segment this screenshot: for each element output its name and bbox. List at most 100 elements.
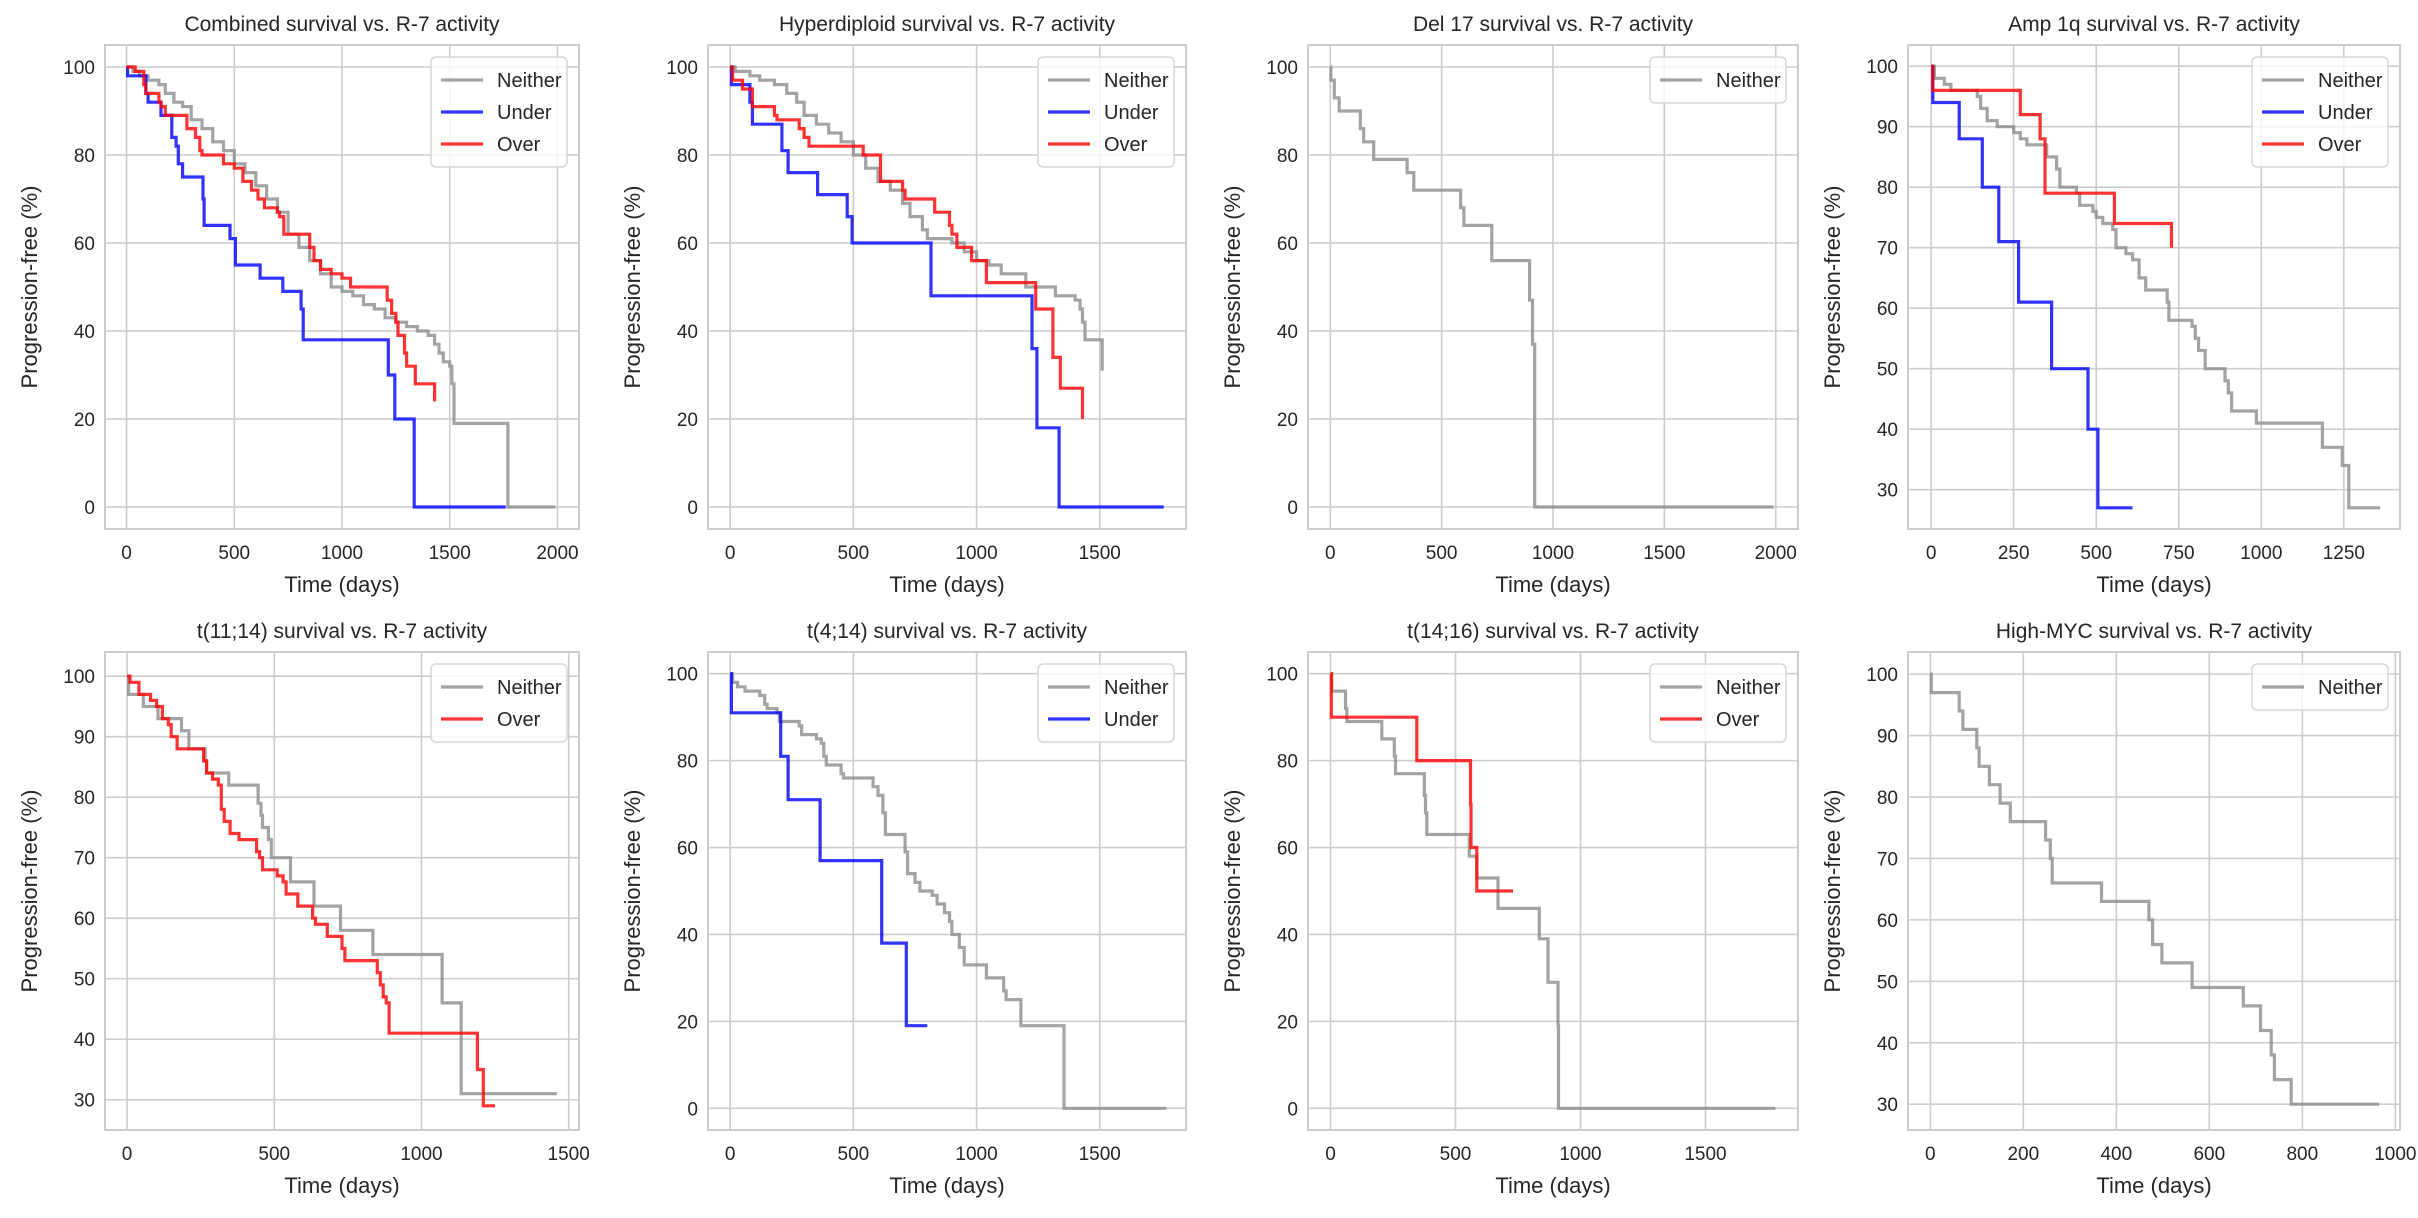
x-tick-label: 1500 — [548, 1144, 590, 1165]
x-tick-label: 1500 — [1079, 543, 1121, 564]
x-tick-label: 0 — [1925, 1144, 1936, 1165]
legend: Neither — [2251, 663, 2389, 711]
x-axis-label: Time (days) — [889, 572, 1004, 597]
y-tick-label: 80 — [1877, 178, 1898, 199]
y-tick-label: 60 — [1877, 911, 1898, 932]
y-tick-label: 100 — [1266, 665, 1298, 686]
subplot-3: 0 500 1000 1500 2000 0 20 40 60 80 100 Del 17 survi… — [1220, 13, 1799, 597]
x-axis-label: Time (days) — [889, 1173, 1004, 1198]
x-tick-label: 1000 — [955, 1144, 997, 1165]
legend-label: Under — [497, 102, 552, 124]
y-tick-label: 80 — [1877, 788, 1898, 809]
y-tick-label: 80 — [677, 752, 698, 773]
x-tick-label: 500 — [838, 543, 870, 564]
legend-box — [430, 56, 568, 168]
legend-box — [1649, 56, 1787, 104]
subplot-title: t(14;16) survival vs. R-7 activity — [1407, 620, 1699, 643]
series-line-over — [1329, 672, 1513, 893]
subplot-4: 0 250 500 750 1000 1250 30 40 50 60 70 80 90 100 Amp 1… — [1820, 13, 2401, 597]
axes-frame — [104, 44, 580, 530]
legend-label: Neither — [1716, 70, 1781, 92]
x-tick-label: 600 — [2193, 1144, 2225, 1165]
x-tick-label: 1000 — [2374, 1144, 2416, 1165]
y-tick-label: 0 — [84, 498, 95, 519]
axes-frame — [1907, 651, 2401, 1131]
subplot-title: t(11;14) survival vs. R-7 activity — [197, 620, 488, 643]
x-tick-label: 1000 — [1559, 1144, 1601, 1165]
legend-box — [2251, 56, 2389, 168]
y-tick-label: 30 — [1877, 481, 1898, 502]
subplot-2: 0 500 1000 1500 0 20 40 60 80 100 Hyperdiploid sur… — [620, 13, 1187, 597]
x-axis-label: Time (days) — [284, 572, 399, 597]
axes-frame — [1307, 651, 1799, 1131]
y-tick-label: 90 — [1877, 727, 1898, 748]
x-tick-label: 1000 — [1532, 543, 1574, 564]
legend: Neither Under Over — [1037, 56, 1175, 168]
x-tick-label: 1500 — [429, 543, 471, 564]
x-tick-label: 500 — [838, 1144, 870, 1165]
x-tick-label: 1000 — [2240, 543, 2282, 564]
y-tick-label: 20 — [1277, 1012, 1298, 1033]
y-axis-label: Progression-free (%) — [17, 186, 42, 389]
x-tick-label: 0 — [121, 543, 132, 564]
y-tick-label: 40 — [677, 322, 698, 343]
y-tick-label: 30 — [1877, 1095, 1898, 1116]
series-line-over — [730, 65, 1085, 419]
series-line-under — [729, 672, 928, 1028]
y-tick-label: 40 — [1877, 1034, 1898, 1055]
subplot-6: 0 500 1000 1500 0 20 40 60 80 100 t(4;14) survival… — [620, 620, 1187, 1198]
legend-box — [1037, 56, 1175, 168]
y-tick-label: 80 — [1277, 146, 1298, 167]
y-tick-label: 90 — [74, 728, 95, 749]
legend-label: Over — [1716, 709, 1760, 731]
x-tick-label: 1000 — [321, 543, 363, 564]
y-tick-label: 100 — [63, 667, 95, 688]
x-tick-label: 1000 — [955, 543, 997, 564]
x-tick-label: 0 — [122, 1144, 133, 1165]
series-line-over — [126, 65, 437, 402]
axes-frame — [1907, 44, 2401, 530]
x-axis-label: Time (days) — [1495, 572, 1610, 597]
x-tick-label: 1250 — [2323, 543, 2365, 564]
y-tick-label: 80 — [1277, 752, 1298, 773]
y-tick-label: 60 — [1877, 299, 1898, 320]
x-tick-label: 500 — [2080, 543, 2112, 564]
legend: Neither Over — [430, 663, 568, 743]
y-tick-label: 30 — [74, 1091, 95, 1112]
x-tick-label: 250 — [1998, 543, 2030, 564]
y-tick-label: 80 — [74, 146, 95, 167]
y-axis-label: Progression-free (%) — [1220, 790, 1245, 993]
y-tick-label: 20 — [1277, 410, 1298, 431]
legend: Neither — [1649, 56, 1787, 104]
y-tick-label: 70 — [1877, 239, 1898, 260]
subplot-title: High-MYC survival vs. R-7 activity — [1996, 620, 2313, 643]
y-tick-label: 100 — [666, 665, 698, 686]
series-line-neither — [126, 65, 556, 509]
x-axis-label: Time (days) — [1495, 1173, 1610, 1198]
series-line-under — [1931, 64, 2133, 510]
x-tick-label: 750 — [2163, 543, 2195, 564]
series-line-over — [127, 674, 496, 1108]
y-tick-label: 50 — [1877, 360, 1898, 381]
y-tick-label: 20 — [74, 410, 95, 431]
legend-label: Under — [1104, 102, 1159, 124]
legend-box — [1649, 663, 1787, 743]
y-tick-label: 100 — [666, 58, 698, 79]
x-tick-label: 2000 — [536, 543, 578, 564]
y-tick-label: 0 — [1287, 1099, 1298, 1120]
subplot-5: 0 500 1000 1500 30 40 50 60 70 80 90 100 t(11;14) su… — [17, 620, 590, 1198]
x-tick-label: 500 — [258, 1144, 290, 1165]
x-tick-label: 0 — [1325, 543, 1336, 564]
series-line-neither — [127, 674, 557, 1096]
x-tick-label: 1000 — [400, 1144, 442, 1165]
y-tick-label: 80 — [677, 146, 698, 167]
axes-frame — [707, 44, 1187, 530]
legend: Neither Over — [1649, 663, 1787, 743]
x-tick-label: 500 — [1426, 543, 1458, 564]
y-tick-label: 60 — [677, 234, 698, 255]
y-tick-label: 0 — [687, 1099, 698, 1120]
legend-label: Under — [2318, 102, 2373, 124]
series-line-neither — [1929, 672, 2380, 1106]
subplot-title: Hyperdiploid survival vs. R-7 activity — [779, 13, 1116, 36]
y-tick-label: 50 — [1877, 972, 1898, 993]
